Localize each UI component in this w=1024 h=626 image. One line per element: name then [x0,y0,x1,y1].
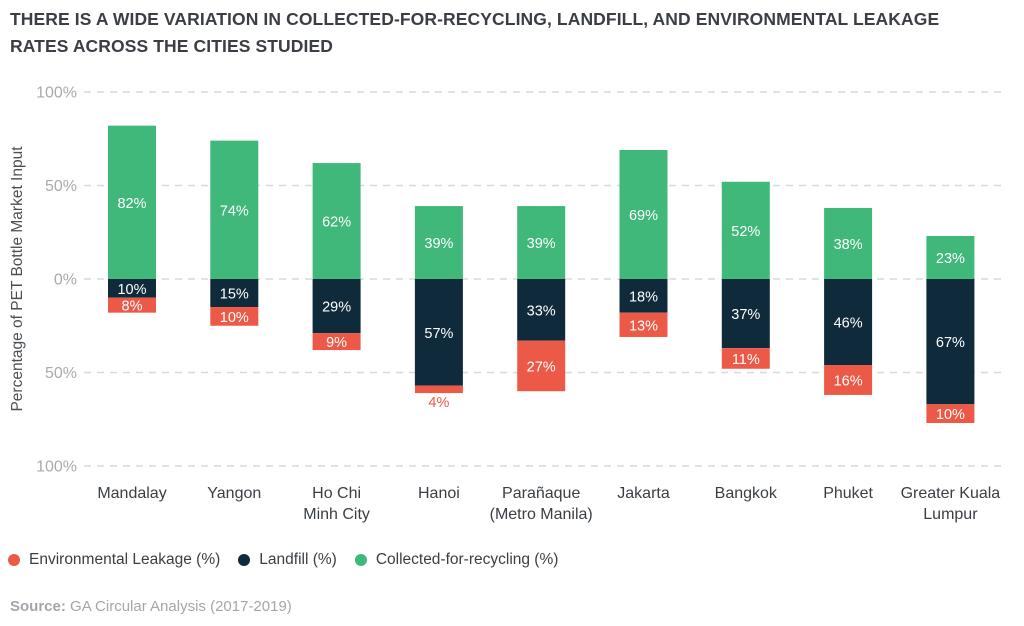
data-label-recycling: 69% [629,208,658,224]
data-label-landfill: 57% [424,326,453,342]
x-category-label: Phuket [823,485,873,502]
y-tick-label: 100% [36,459,77,476]
y-tick-label: 50% [45,178,77,195]
bar-recycling [108,125,156,279]
data-label-landfill: 33% [527,303,556,319]
data-label-recycling: 74% [220,203,249,219]
x-category-label: Parañaque [502,485,580,502]
data-label-recycling: 52% [731,224,760,240]
bar-recycling [312,163,361,279]
bar-recycling [517,206,566,279]
bar-landfill [721,279,770,349]
x-category-label: Bangkok [715,485,778,502]
bar-landfill [926,279,975,405]
x-category-label: Minh City [303,506,370,523]
data-label-landfill: 15% [220,287,249,303]
bar-landfill [517,279,566,341]
data-label-leakage: 27% [527,359,556,375]
legend-label-recycling: Collected-for-recycling (%) [375,551,559,568]
legend-item-landfill: Landfill (%) [238,551,337,569]
data-label-leakage: 13% [629,318,658,334]
bar-landfill [210,279,259,308]
legend-swatch-landfill [238,554,251,566]
bar-leakage [517,340,566,392]
data-label-recycling: 62% [322,215,351,231]
y-tick-label: 100% [36,85,77,102]
y-axis-label: Percentage of PET Bottle Market Input [9,146,26,412]
bar-leakage [210,307,259,326]
legend-label-leakage: Environmental Leakage (%) [29,551,221,568]
data-label-landfill: 18% [629,289,658,305]
x-category-label: Yangon [207,485,261,502]
bar-landfill [414,279,463,386]
data-label-leakage: 11% [732,352,760,368]
x-category-label: Jakarta [617,485,670,502]
bar-recycling [824,207,873,279]
legend-swatch-recycling [354,554,367,566]
data-label-landfill: 46% [834,316,863,332]
x-category-label: (Metro Manila) [490,506,593,523]
data-label-landfill: 37% [731,307,760,323]
y-tick-label: 50% [45,365,77,382]
chart-title-line-1: THERE IS A WIDE VARIATION IN COLLECTED-F… [10,9,940,29]
bar-leakage [108,297,156,313]
data-label-landfill: 67% [936,335,965,351]
source-label: Source: [10,598,66,615]
bar-recycling [926,235,975,279]
data-label-recycling: 23% [936,251,965,267]
bar-landfill [824,279,873,366]
data-label-landfill: 29% [322,300,351,316]
data-label-recycling: 39% [424,236,453,252]
chart-legend: Environmental Leakage (%) Landfill (%) C… [8,551,576,569]
legend-item-leakage: Environmental Leakage (%) [8,551,220,569]
source-text: GA Circular Analysis (2017-2019) [70,598,292,615]
data-label-leakage: 9% [326,335,347,351]
x-category-label: Lumpur [923,506,978,523]
data-label-recycling: 82% [117,196,146,212]
data-label-leakage: 8% [122,299,143,315]
source-note: Source: GA Circular Analysis (2017-2019) [10,598,292,615]
bar-leakage [619,312,668,337]
chart-title-line-2: RATES ACROSS THE CITIES STUDIED [10,36,333,56]
x-category-label: Mandalay [97,485,166,502]
legend-label-landfill: Landfill (%) [259,551,337,568]
data-label-landfill: 10% [117,282,146,298]
legend-item-recycling: Collected-for-recycling (%) [354,551,559,569]
bar-leakage [414,385,463,394]
bar-leakage [824,365,873,395]
y-tick-label: 0% [54,272,77,289]
bar-recycling [721,181,770,279]
bar-landfill [619,279,668,313]
data-label-recycling: 38% [834,237,863,253]
x-category-label: Hanoi [418,485,460,502]
bar-recycling [619,149,668,279]
data-label-leakage: 10% [220,310,249,326]
data-label-recycling: 39% [527,236,556,252]
bar-leakage [312,333,361,351]
chart-title: THERE IS A WIDE VARIATION IN COLLECTED-F… [10,6,1014,60]
bar-recycling [210,140,259,279]
data-label-leakage: 10% [936,407,965,423]
data-label-leakage: 4% [428,395,449,411]
legend-swatch-leakage [8,554,20,566]
stacked-bar-chart: 100% 50% 0% 50% 100% Percentage of PET Bottle… [9,85,1002,523]
data-label-leakage: 16% [834,373,863,389]
bar-leakage [721,348,770,369]
bar-landfill [312,279,361,334]
bar-leakage [926,404,975,423]
bar-recycling [414,206,463,279]
x-category-label: Greater Kuala [901,485,1001,502]
x-category-label: Ho Chi [312,485,361,502]
bar-landfill [108,279,156,298]
